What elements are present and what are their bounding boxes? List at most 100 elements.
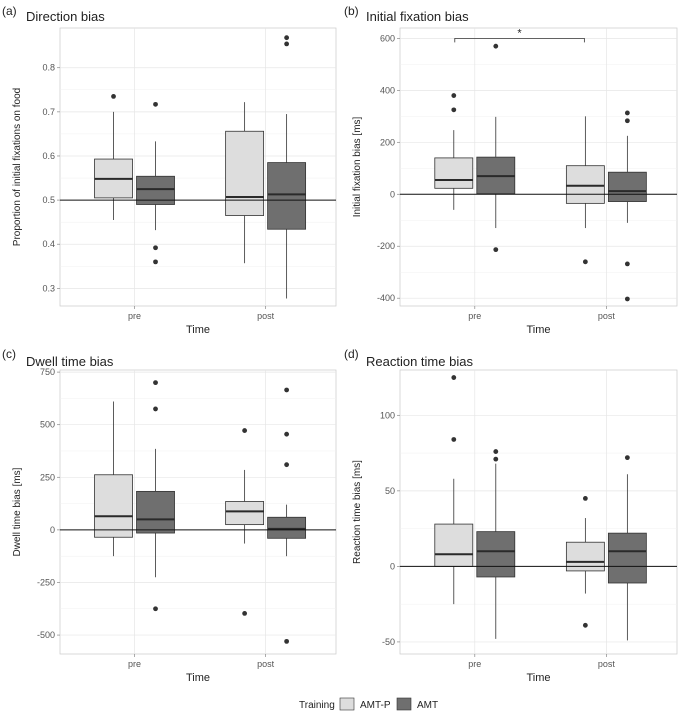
x-tick-label: pre: [128, 659, 141, 669]
x-tick-label: pre: [468, 659, 481, 669]
y-axis-label: Dwell time bias [ms]: [12, 467, 23, 556]
box-amt-p: [94, 474, 133, 538]
y-tick-label: 50: [385, 486, 395, 496]
x-tick-label: post: [598, 311, 616, 321]
x-tick-label: post: [257, 659, 275, 669]
outlier-point: [493, 247, 499, 253]
outlier-point: [284, 431, 290, 437]
y-tick-label: 200: [380, 137, 395, 147]
outlier-point: [284, 41, 290, 47]
box-amt-p: [225, 130, 265, 216]
panel-tag: (d): [344, 347, 359, 361]
panel-0: 0.3 0.4 0.5 0.6 0.7 0.8 pre post (a) Direction bi…: [2, 4, 337, 336]
outlier-point: [284, 638, 290, 644]
x-tick-label: pre: [468, 311, 481, 321]
panel-tag: (c): [2, 347, 16, 361]
y-tick-label: -50: [382, 637, 395, 647]
legend-title: Training: [299, 700, 335, 711]
x-axis-label: Time: [526, 672, 550, 684]
outlier-point: [153, 406, 158, 412]
outlier-point: [624, 110, 630, 116]
outlier-point: [111, 93, 116, 99]
box-amt-p: [565, 165, 605, 204]
y-tick-label: 250: [40, 472, 55, 482]
legend: Training AMT-P AMT: [299, 697, 438, 711]
outlier-point: [451, 375, 457, 380]
y-tick-label: 0.8: [42, 63, 55, 73]
x-tick-label: post: [257, 311, 275, 321]
y-tick-label: 600: [380, 33, 395, 43]
outlier-point: [153, 245, 158, 251]
x-tick-label: pre: [128, 311, 141, 321]
box-amt-p: [434, 157, 474, 189]
panel-3: -50 0 50 100 pre post (d) Reaction time bias Tim…: [344, 347, 678, 684]
outlier-point: [153, 606, 158, 612]
y-tick-label: 0.7: [42, 107, 55, 117]
legend-swatch-amt-p: [339, 697, 355, 711]
y-tick-label: 0: [390, 189, 395, 199]
y-axis-label: Reaction time bias [ms]: [352, 460, 363, 564]
y-tick-label: 100: [380, 410, 395, 420]
outlier-point: [624, 118, 630, 124]
outlier-point: [153, 101, 158, 107]
outlier-point: [451, 93, 457, 98]
legend-swatch-amt: [396, 697, 412, 711]
outlier-point: [582, 622, 588, 628]
y-tick-label: -200: [377, 241, 395, 251]
y-tick-label: 400: [380, 85, 395, 95]
y-tick-label: 0.4: [42, 239, 55, 249]
y-tick-label: 0.3: [42, 283, 55, 293]
outlier-point: [153, 380, 158, 386]
box-amt-p: [434, 523, 474, 567]
y-tick-label: 0: [390, 561, 395, 571]
outlier-point: [493, 449, 499, 454]
outlier-point: [624, 296, 630, 302]
box-amt: [607, 532, 647, 584]
outlier-point: [582, 496, 588, 501]
panel-1: -400 -200 0 200 400 600 pre post * (b) Initial fix…: [344, 4, 678, 336]
panel-tag: (a): [2, 4, 17, 18]
outlier-point: [451, 107, 457, 113]
box-amt: [607, 171, 647, 202]
outlier-point: [242, 428, 248, 433]
outlier-point: [582, 259, 588, 265]
y-axis-label: Proportion of initial fixations on food: [12, 88, 23, 246]
panel-title: Initial fixation bias: [366, 9, 469, 24]
y-tick-label: -500: [37, 630, 55, 640]
panel-title: Dwell time bias: [26, 354, 114, 369]
outlier-point: [153, 259, 158, 265]
x-tick-label: post: [598, 659, 616, 669]
x-axis-label: Time: [526, 324, 550, 336]
outlier-point: [451, 437, 457, 442]
y-tick-label: 0.6: [42, 151, 55, 161]
outlier-point: [242, 610, 248, 616]
legend-label-amt: AMT: [417, 700, 438, 711]
y-tick-label: -400: [377, 293, 395, 303]
outlier-point: [284, 462, 290, 468]
outlier-point: [284, 387, 290, 393]
x-axis-label: Time: [186, 324, 210, 336]
outlier-point: [493, 456, 499, 462]
box-amt: [267, 162, 307, 230]
panel-title: Reaction time bias: [366, 354, 473, 369]
panel-2: -500 -250 0 250 500 750 pre post (c) Dwell time b…: [2, 347, 337, 684]
y-tick-label: 0: [50, 525, 55, 535]
y-tick-label: 500: [40, 420, 55, 430]
outlier-point: [624, 455, 630, 461]
box-amt-p: [225, 501, 265, 526]
significance-label: *: [517, 27, 522, 39]
panel-tag: (b): [344, 4, 359, 18]
y-axis-label: Initial fixation bias [ms]: [352, 116, 363, 217]
panel-title: Direction bias: [26, 9, 105, 24]
legend-label-amt-p: AMT-P: [360, 700, 391, 711]
x-axis-label: Time: [186, 672, 210, 684]
box-amt: [136, 490, 175, 534]
outlier-point: [624, 261, 630, 267]
outlier-point: [284, 35, 290, 41]
box-amt: [267, 516, 307, 539]
plot-area: [399, 369, 678, 655]
y-tick-label: 0.5: [42, 195, 55, 205]
box-amt: [476, 531, 516, 578]
outlier-point: [493, 43, 499, 49]
